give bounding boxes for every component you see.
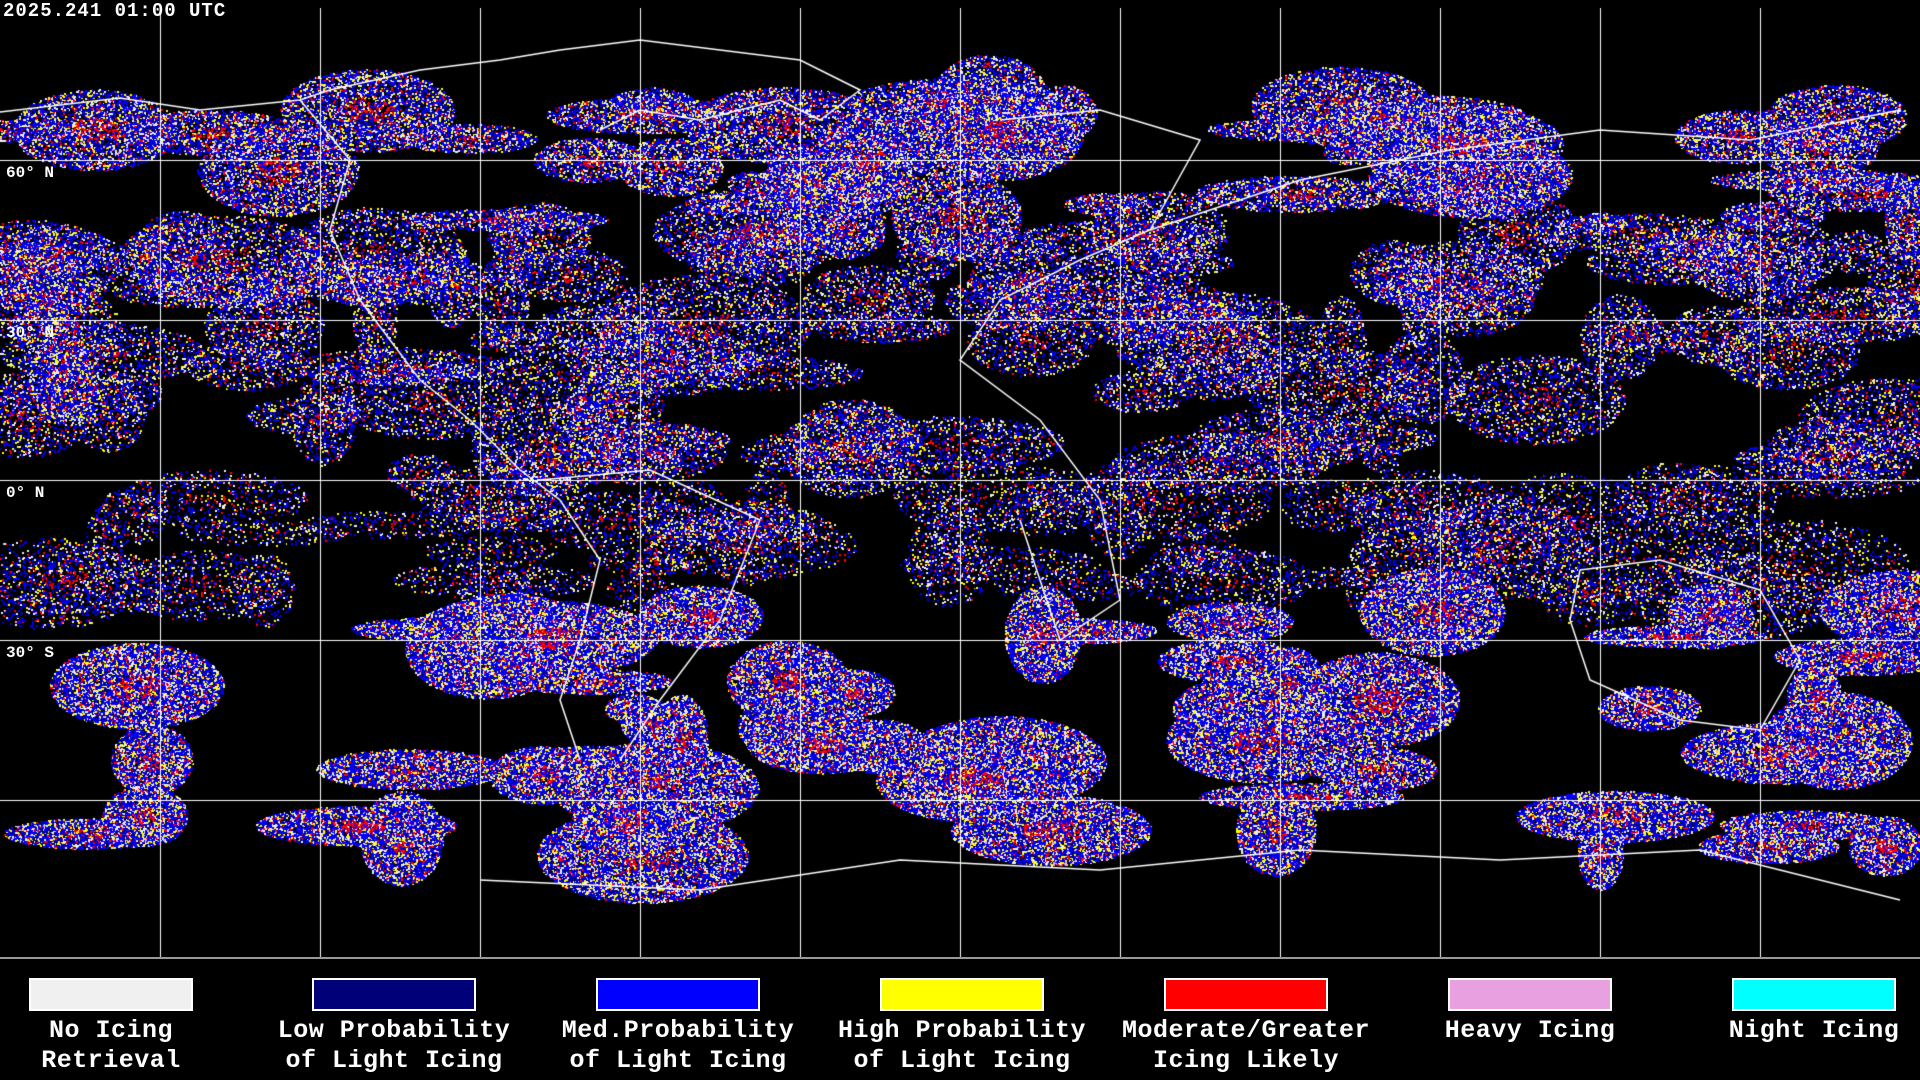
legend-item-med-probability: Med.Probability of Light Icing <box>562 978 794 1075</box>
timestamp: 2025.241 01:00 UTC <box>3 0 227 22</box>
legend-swatch <box>312 978 476 1011</box>
lat-label-30n: 30° N <box>6 324 55 342</box>
legend-label: of Light Icing <box>285 1046 503 1075</box>
legend-swatch <box>1164 978 1328 1011</box>
legend-label: High Probability <box>837 1016 1087 1045</box>
legend-swatch <box>1732 978 1896 1011</box>
legend-item-no-icing: No Icing Retrieval <box>29 978 193 1075</box>
legend-swatch <box>29 978 193 1011</box>
legend-item-low-probability: Low Probability of Light Icing <box>278 978 510 1075</box>
lat-label-0n: 0° N <box>6 484 45 502</box>
legend-label: Retrieval <box>41 1046 181 1075</box>
lat-label-60n: 60° N <box>6 164 55 182</box>
legend-item-heavy-icing: Heavy Icing <box>1445 978 1615 1045</box>
legend-label: Heavy Icing <box>1444 1016 1616 1045</box>
legend-label: Low Probability <box>277 1016 511 1045</box>
legend-swatch <box>880 978 1044 1011</box>
lat-label-30s: 30° S <box>6 644 55 662</box>
icing-map-canvas <box>0 0 1920 957</box>
legend-label: of Light Icing <box>569 1046 787 1075</box>
legend-swatch <box>1448 978 1612 1011</box>
legend-label: No Icing <box>48 1016 174 1045</box>
legend-label: Icing Likely <box>1152 1046 1340 1075</box>
legend-label: Med.Probability <box>561 1016 795 1045</box>
legend-item-high-probability: High Probability of Light Icing <box>838 978 1086 1075</box>
legend-swatch <box>596 978 760 1011</box>
legend-label: Night Icing <box>1728 1016 1900 1045</box>
legend-label: of Light Icing <box>853 1046 1071 1075</box>
icing-map: 2025.241 01:00 UTC 60° N 30° N 0° N 30° … <box>0 0 1920 959</box>
legend-label: Moderate/Greater <box>1121 1016 1371 1045</box>
legend-item-moderate-greater: Moderate/Greater Icing Likely <box>1122 978 1370 1075</box>
legend-item-night-icing: Night Icing <box>1729 978 1899 1045</box>
